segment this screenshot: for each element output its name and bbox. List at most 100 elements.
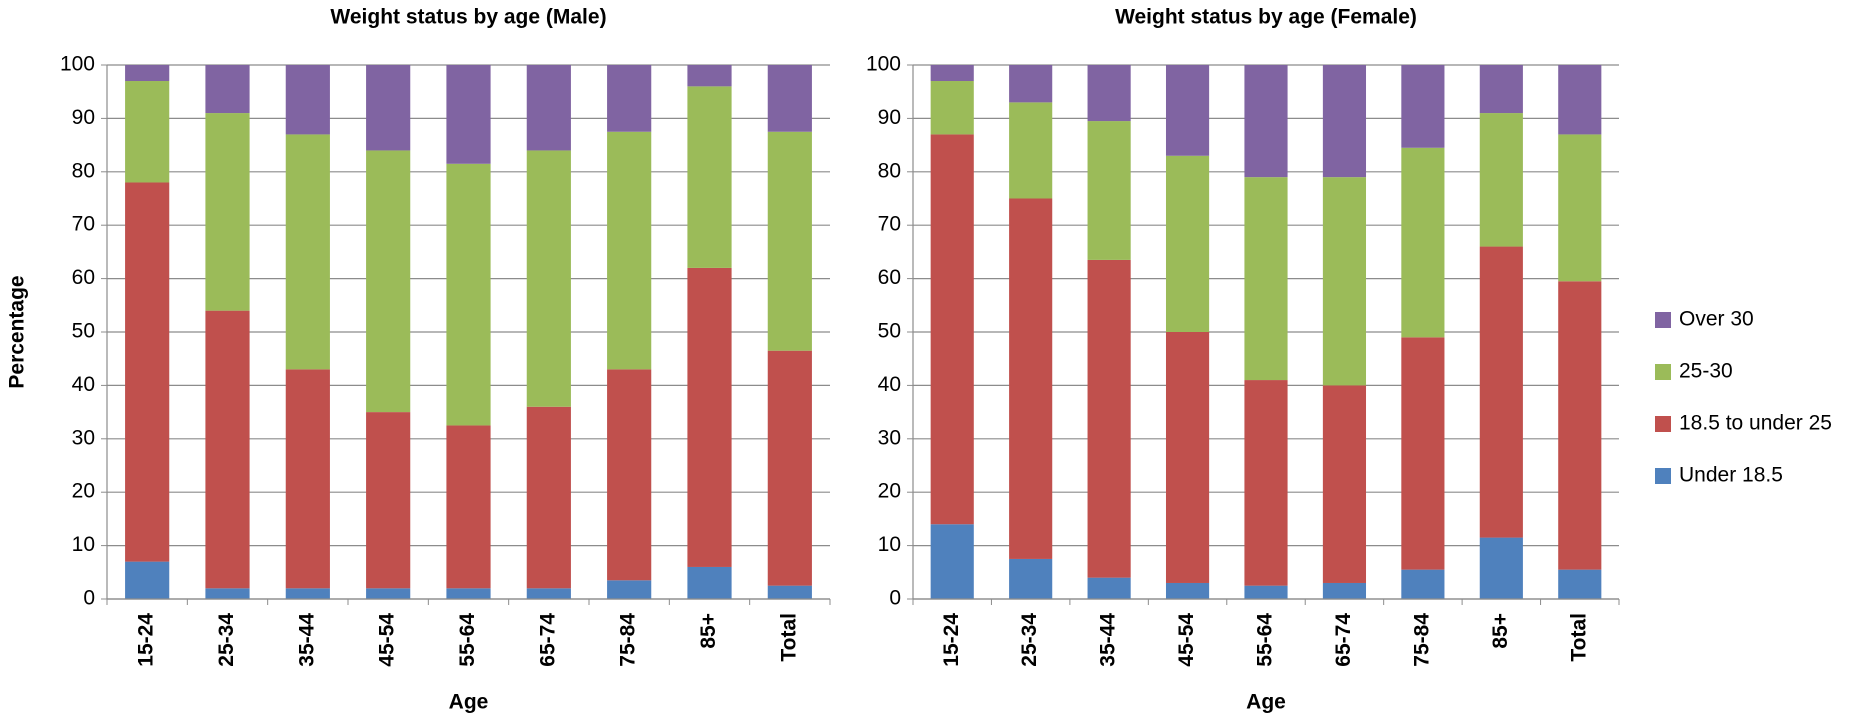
y-tick-label: 50 [72,320,95,343]
bar-segment [366,65,411,151]
y-tick-label: 100 [60,53,95,76]
bar-segment [1244,177,1288,381]
legend-swatch [1655,364,1671,380]
bar-segment [1165,332,1210,583]
bar-segment [1322,177,1367,386]
legend-label: Under 18.5 [1679,464,1783,487]
y-tick-label: 20 [878,480,901,503]
bar-segment [366,412,411,589]
legend-swatch [1655,416,1671,432]
bar-segment [1087,65,1131,122]
bar-segment [526,588,571,599]
x-tick-label: 75-84 [617,613,640,667]
bar-segment [205,310,250,589]
bar-segment [1558,134,1602,282]
bar-segment [526,406,571,589]
x-tick-label: 15-24 [135,613,158,667]
y-tick-label: 70 [878,213,901,236]
bar-segment [1479,113,1523,247]
legend-label: 18.5 to under 25 [1679,412,1832,435]
bar-segment [1009,102,1053,199]
bar-segment [607,131,652,370]
bar-segment [125,182,170,562]
y-axis-label: Percentage [6,275,29,388]
bar-segment [366,588,411,599]
bar-segment [1479,537,1523,599]
bar-segment [205,588,250,599]
y-tick-label: 90 [878,106,901,129]
bar-segment [1087,121,1131,260]
y-tick-label: 0 [889,587,901,610]
bar-segment [687,566,732,599]
bar-segment [1009,198,1053,559]
x-tick-label: 85+ [1489,613,1512,649]
bar-segment [1087,259,1131,578]
x-tick-label: 15-24 [940,613,963,667]
y-tick-label: 10 [72,533,95,556]
x-tick-label: 25-34 [1018,613,1041,667]
bar-segment [930,65,974,82]
bar-segment [285,369,330,589]
bar-segment [205,65,250,114]
y-tick-label: 80 [72,159,95,182]
legend-swatch [1655,468,1671,484]
bar-segment [1009,65,1053,103]
y-tick-label: 40 [878,373,901,396]
bar-segment [1322,385,1367,583]
chart-title: Weight status by age (Male) [330,6,606,29]
x-tick-label: 55-64 [456,613,479,667]
x-tick-label: 25-34 [215,613,238,667]
y-tick-label: 10 [878,533,901,556]
bar-segment [446,65,491,164]
bar-segment [526,65,571,151]
bar-segment [1322,582,1367,599]
bar-segment [930,81,974,135]
x-tick-label: 35-44 [295,613,318,667]
y-tick-label: 50 [878,320,901,343]
bar-segment [285,134,330,370]
x-tick-label: 45-54 [376,613,399,667]
bar-segment [607,580,652,599]
x-tick-label: 85+ [697,613,720,649]
y-tick-label: 70 [72,213,95,236]
y-tick-label: 60 [72,266,95,289]
bar-segment [767,65,812,132]
bar-segment [446,588,491,599]
bar-segment [1558,281,1602,570]
bar-segment [607,369,652,581]
x-tick-label: 35-44 [1097,613,1120,667]
bar-segment [1401,65,1445,148]
bar-segment [1322,65,1367,178]
bar-segment [1244,585,1288,599]
y-tick-label: 30 [72,426,95,449]
bar-segment [125,65,170,82]
bar-segment [767,350,812,586]
bar-segment [285,588,330,599]
bar-segment [1401,337,1445,570]
y-tick-label: 80 [878,159,901,182]
bar-segment [1165,582,1210,599]
bar-segment [687,267,732,567]
bar-segment [930,134,974,525]
bar-segment [1165,65,1210,156]
bar-segment [1401,147,1445,338]
y-tick-label: 40 [72,373,95,396]
bar-segment [285,65,330,135]
bar-segment [607,65,652,132]
bar-segment [767,131,812,351]
x-axis-label: Age [1246,691,1286,714]
y-tick-label: 20 [72,480,95,503]
bar-segment [1558,569,1602,599]
legend-label: 25-30 [1679,360,1733,383]
legend-label: Over 30 [1679,308,1754,331]
legend-swatch [1655,312,1671,328]
bar-segment [930,524,974,599]
x-tick-label: 75-84 [1410,613,1433,667]
bar-segment [1479,65,1523,114]
y-tick-label: 0 [83,587,95,610]
x-axis-label: Age [449,691,489,714]
chart-title: Weight status by age (Female) [1115,6,1417,29]
x-tick-label: 45-54 [1175,613,1198,667]
y-tick-label: 100 [866,53,901,76]
